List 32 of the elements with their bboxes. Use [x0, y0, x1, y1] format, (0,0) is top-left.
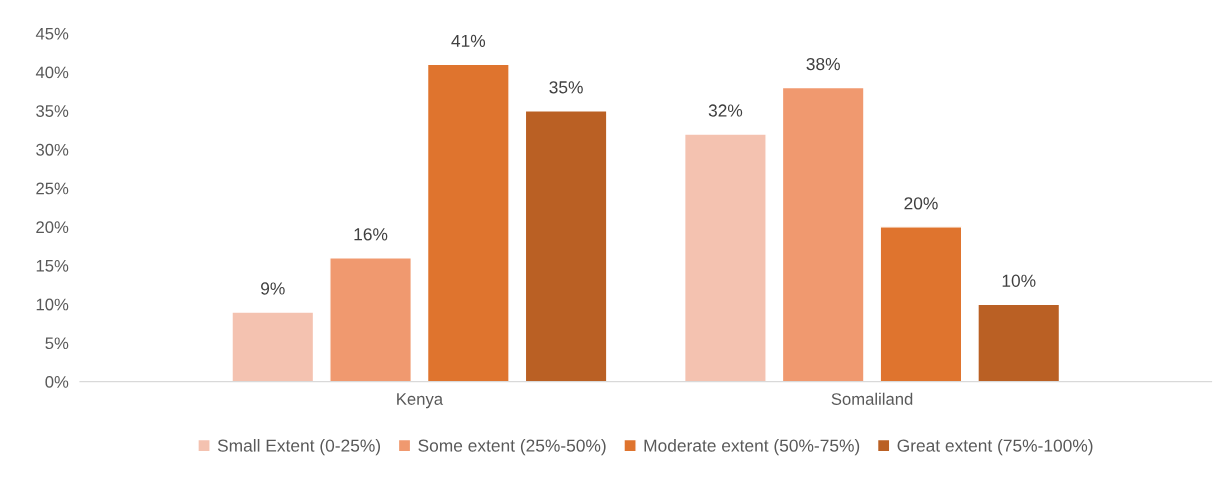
y-tick-label: 20%: [36, 221, 69, 234]
x-tick-label: Somaliland: [831, 392, 913, 405]
y-tick-label: 0%: [45, 376, 69, 388]
bar: [781, 86, 865, 382]
legend-label: Moderate extent (50%-75%): [644, 439, 860, 456]
bar: [879, 226, 963, 382]
y-tick-label: 30%: [36, 143, 69, 156]
bar: [329, 257, 412, 382]
data-label: 38%: [806, 57, 840, 71]
bar: [231, 311, 315, 382]
legend-label: Great extent (75%-100%): [897, 439, 1093, 456]
x-tick-label: Kenya: [397, 393, 444, 409]
bar: [977, 303, 1061, 382]
data-label: 41%: [451, 34, 486, 47]
y-tick-label: 35%: [36, 105, 69, 117]
legend-label: Some extent (25%-50%): [418, 439, 606, 456]
data-label: 20%: [904, 197, 938, 210]
bar: [683, 133, 767, 382]
y-tick-label: 45%: [35, 27, 69, 40]
y-tick-label: 15%: [36, 260, 69, 272]
y-tick-label: 10%: [36, 298, 69, 311]
y-tick-label: 25%: [36, 182, 69, 195]
bar: [426, 63, 510, 382]
y-tick-label: 5%: [45, 337, 69, 350]
bar: [524, 110, 608, 382]
legend-label: Small Extent (0-25%): [217, 439, 381, 456]
data-label: 9%: [261, 282, 285, 295]
y-tick-label: 40%: [35, 66, 69, 79]
data-label: 16%: [354, 228, 388, 241]
data-label: 10%: [1002, 274, 1036, 287]
data-label: 32%: [708, 104, 743, 117]
data-label: 35%: [549, 81, 583, 94]
